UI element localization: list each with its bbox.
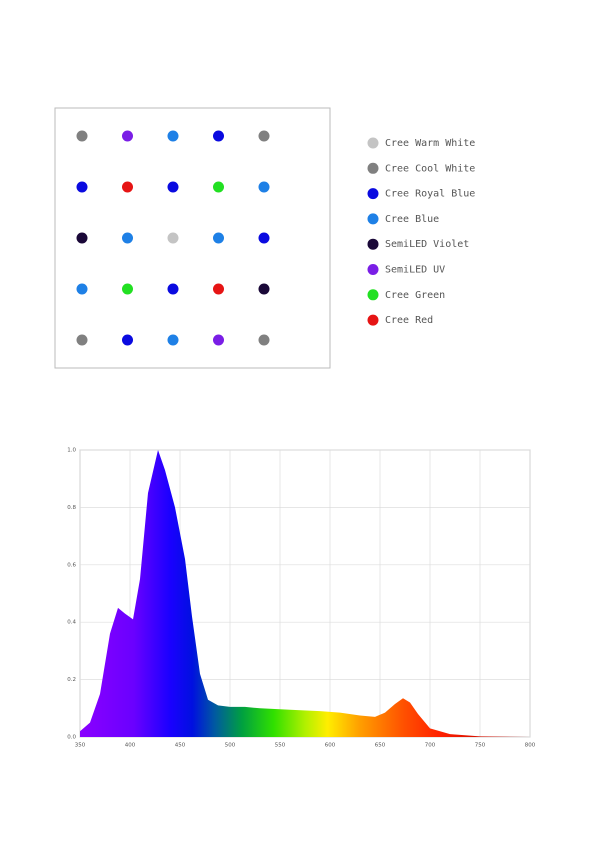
led-dot: [213, 283, 224, 295]
y-tick-label: 0.8: [67, 505, 76, 511]
led-dot: [122, 283, 133, 295]
x-tick-label: 600: [325, 743, 336, 749]
spectrum-area: [80, 450, 530, 737]
legend-swatch: [367, 137, 379, 149]
legend-swatch: [367, 264, 379, 275]
y-tick-label: 0.0: [67, 735, 76, 741]
led-dot: [167, 232, 179, 244]
legend-swatch: [367, 162, 379, 174]
led-dot: [167, 283, 179, 295]
led-dot: [76, 130, 88, 142]
led-dot: [167, 130, 179, 142]
x-tick-label: 650: [375, 743, 386, 749]
legend: Cree Warm White Cree Cool White Cree Royal…: [367, 137, 475, 326]
led-dot: [76, 334, 88, 346]
y-tick-label: 1.0: [67, 448, 76, 454]
led-dot: [213, 130, 224, 142]
legend-label: Cree Red: [385, 315, 433, 326]
x-tick-label: 800: [525, 743, 536, 749]
led-dot: [213, 334, 224, 346]
led-dot: [213, 181, 224, 193]
led-dot: [258, 283, 270, 295]
led-dot: [167, 181, 179, 193]
y-tick-label: 0.6: [67, 562, 76, 568]
led-dot: [76, 283, 88, 295]
x-tick-label: 700: [425, 743, 436, 749]
led-dot: [76, 232, 88, 244]
led-dot: [122, 334, 133, 346]
legend-swatch: [367, 188, 379, 200]
x-tick-label: 500: [225, 743, 236, 749]
legend-swatch: [367, 238, 379, 250]
x-tick-label: 350: [75, 743, 86, 749]
led-dot: [258, 130, 270, 142]
legend-label: Cree Royal Blue: [385, 189, 475, 200]
spectrum-chart: 0.0 0.2 0.4 0.6 0.8 1.0 350 400 450 500 550 600 650 7…: [67, 448, 535, 749]
legend-label: SemiLED UV: [385, 265, 445, 276]
layout-box: [54, 107, 331, 369]
legend-swatch: [367, 314, 379, 326]
led-dot: [213, 232, 224, 244]
x-tick-label: 550: [275, 743, 286, 749]
y-tick-label: 0.2: [67, 677, 76, 683]
led-dot: [76, 181, 88, 193]
legend-label: Cree Cool White: [385, 163, 475, 174]
x-tick-label: 450: [175, 743, 186, 749]
y-tick-label: 0.4: [67, 620, 76, 626]
legend-label: Cree Green: [385, 290, 445, 301]
led-dot: [122, 232, 133, 244]
led-dot: [122, 181, 133, 193]
legend-label: SemiLED Violet: [385, 239, 469, 250]
x-tick-label: 400: [125, 743, 136, 749]
led-dot: [258, 181, 270, 193]
legend-swatch: [367, 289, 379, 301]
x-tick-label: 750: [475, 743, 486, 749]
led-dot: [258, 334, 270, 346]
led-dot: [122, 130, 133, 142]
led-dot: [258, 232, 270, 244]
legend-swatch: [367, 213, 379, 225]
legend-label: Cree Blue: [385, 214, 439, 225]
led-dot: [167, 334, 179, 346]
legend-label: Cree Warm White: [385, 138, 475, 149]
led-grid: [76, 130, 270, 346]
